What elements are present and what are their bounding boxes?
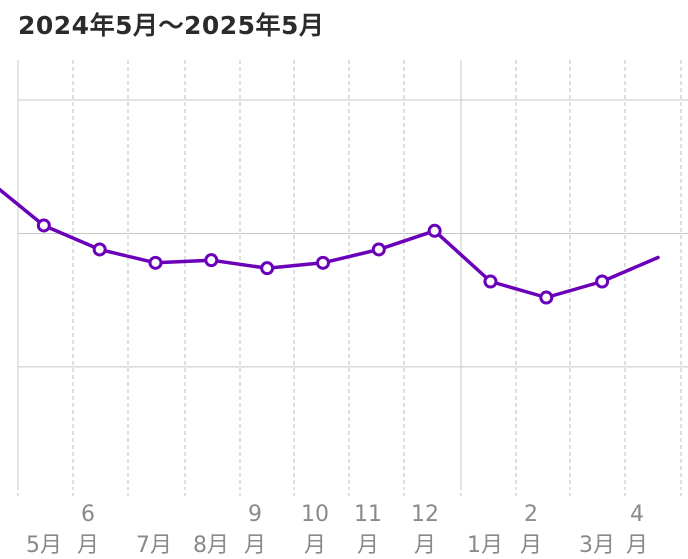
x-tick-label-7-top: 12 [411, 502, 439, 527]
data-point-7 [371, 242, 386, 257]
series-layer [0, 187, 660, 300]
x-tick-label-9-top: 2 [524, 502, 538, 527]
x-tick-label-4-bottom: 月 [244, 533, 266, 558]
x-tick-label-5-top: 10 [301, 502, 329, 527]
x-tick-label-1-top: 6 [81, 502, 95, 527]
x-tick-label-11-top: 4 [630, 502, 644, 527]
x-tick-label-10: 3月 [579, 533, 615, 558]
data-point-10 [539, 290, 554, 305]
x-tick-label-0: 5月 [26, 533, 62, 558]
data-point-1 [36, 218, 51, 233]
x-tick-label-11-bottom: 月 [626, 533, 648, 558]
data-point-9 [483, 274, 498, 289]
data-point-3 [148, 255, 163, 270]
x-tick-label-9-bottom: 月 [520, 533, 542, 558]
data-point-5 [260, 261, 275, 276]
data-point-2 [92, 242, 107, 257]
chart-title: 2024年5月〜2025年5月 [18, 11, 325, 40]
data-point-8 [427, 223, 442, 238]
x-tick-label-6-top: 11 [354, 502, 382, 527]
x-tick-label-1-bottom: 月 [77, 533, 99, 558]
x-tick-label-4-top: 9 [248, 502, 262, 527]
grid-layer [17, 60, 688, 497]
data-point-11 [595, 274, 610, 289]
point-layer [36, 218, 610, 305]
x-tick-label-5-bottom: 月 [304, 533, 326, 558]
data-point-4 [204, 253, 219, 268]
x-tick-labels: 5月 6 月 7月 8月 9 月 10 月 11 月 12 月 1月 2 月 3月 4 月 [26, 502, 648, 558]
x-tick-label-8: 1月 [467, 533, 503, 558]
series-line [0, 187, 660, 300]
x-tick-label-3: 8月 [193, 533, 229, 558]
x-tick-label-7-bottom: 月 [414, 533, 436, 558]
x-tick-label-2: 7月 [136, 533, 172, 558]
x-tick-label-6-bottom: 月 [357, 533, 379, 558]
data-point-6 [315, 255, 330, 270]
